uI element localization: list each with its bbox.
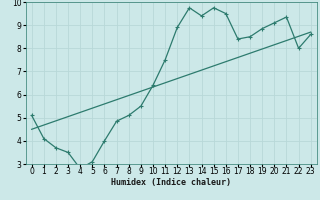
X-axis label: Humidex (Indice chaleur): Humidex (Indice chaleur) bbox=[111, 178, 231, 187]
